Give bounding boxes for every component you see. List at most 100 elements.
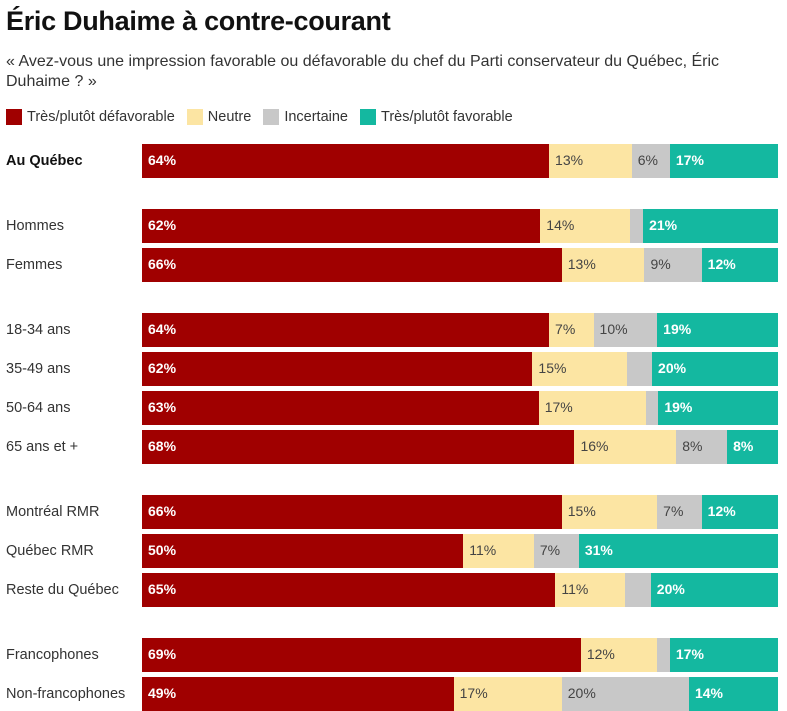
data-label-defavorable-hommes: 62% (148, 217, 177, 233)
bar-segment-incertaine-35-49-ans (626, 352, 653, 386)
data-label-neutre-quebec-rmr: 11% (469, 542, 497, 558)
data-label-defavorable-50-64-ans: 63% (148, 399, 177, 415)
row-label-hommes: Hommes (6, 218, 65, 234)
data-label-favorable-50-64-ans: 19% (664, 399, 693, 415)
row-label-non-francophones: Non-francophones (6, 686, 126, 702)
data-label-neutre-non-francophones: 17% (459, 685, 488, 701)
bar-segment-favorable-18-34-ans (657, 313, 778, 347)
row-label-65-ans-et: 65 ans et + (6, 439, 79, 455)
bar-segment-incertaine-au-quebec (631, 144, 670, 178)
bar-segment-incertaine-reste-du-quebec (625, 573, 651, 607)
row-label-femmes: Femmes (6, 257, 63, 273)
data-label-favorable-65-ans-et: 8% (733, 438, 754, 454)
bar-segment-neutre-quebec-rmr (463, 534, 534, 568)
bar-segment-favorable-35-49-ans (652, 352, 778, 386)
bar-segment-incertaine-18-34-ans (593, 313, 658, 347)
legend-swatch-favorable (360, 109, 376, 125)
data-label-incertaine-au-quebec: 6% (637, 152, 658, 168)
bar-segment-favorable-quebec-rmr (578, 534, 778, 568)
data-label-favorable-reste-du-quebec: 20% (656, 581, 685, 597)
bar-segment-incertaine-francophones (657, 638, 670, 672)
chart-subtitle: « Avez-vous une impression favorable ou … (6, 53, 720, 90)
row-label-montreal-rmr: Montréal RMR (6, 504, 100, 520)
data-label-neutre-50-64-ans: 17% (544, 399, 573, 415)
data-label-favorable-non-francophones: 14% (694, 685, 723, 701)
bar-segment-incertaine-non-francophones (561, 677, 689, 711)
legend-item-incertaine: Incertaine (263, 109, 348, 125)
bar-segment-defavorable-montreal-rmr (142, 495, 562, 529)
data-label-defavorable-femmes: 66% (148, 256, 177, 272)
bar-segment-neutre-65-ans-et (574, 430, 677, 464)
legend: Très/plutôt défavorable Neutre Incertain… (6, 109, 525, 125)
row-label-reste-du-quebec: Reste du Québec (6, 582, 119, 598)
bar-segment-incertaine-montreal-rmr (657, 495, 702, 529)
data-label-neutre-hommes: 14% (546, 217, 575, 233)
data-label-favorable-francophones: 17% (675, 646, 704, 662)
chart-title: Éric Duhaime à contre-courant (6, 6, 391, 36)
data-label-favorable-hommes: 21% (649, 217, 678, 233)
legend-label-defavorable: Très/plutôt défavorable (27, 109, 175, 125)
data-label-incertaine-non-francophones: 20% (567, 685, 596, 701)
data-label-defavorable-65-ans-et: 68% (148, 438, 177, 454)
row-label-au-quebec: Au Québec (6, 153, 83, 169)
bar-segment-defavorable-18-34-ans (142, 313, 550, 347)
bar-segment-neutre-francophones (580, 638, 658, 672)
bar-segment-defavorable-reste-du-quebec (142, 573, 556, 607)
legend-item-favorable: Très/plutôt favorable (360, 109, 513, 125)
bar-segment-neutre-35-49-ans (532, 352, 627, 386)
bar-segment-defavorable-35-49-ans (142, 352, 533, 386)
data-label-defavorable-35-49-ans: 62% (148, 360, 177, 376)
bar-segment-defavorable-femmes (142, 248, 562, 282)
bar-segment-favorable-montreal-rmr (701, 495, 778, 529)
bar-segment-incertaine-65-ans-et (676, 430, 728, 464)
data-label-defavorable-reste-du-quebec: 65% (148, 581, 177, 597)
row-label-50-64-ans: 50-64 ans (6, 400, 71, 416)
data-label-neutre-au-quebec: 13% (555, 152, 584, 168)
bar-segment-neutre-reste-du-quebec (555, 573, 626, 607)
data-label-favorable-femmes: 12% (707, 256, 736, 272)
bar-segment-neutre-au-quebec (549, 144, 632, 178)
bar-segment-favorable-non-francophones (688, 677, 778, 711)
bar-segment-defavorable-quebec-rmr (142, 534, 464, 568)
bar-segment-defavorable-65-ans-et (142, 430, 575, 464)
bar-segment-neutre-femmes (561, 248, 645, 282)
data-label-incertaine-femmes: 9% (650, 256, 671, 272)
data-label-neutre-francophones: 12% (586, 646, 615, 662)
bar-segment-favorable-reste-du-quebec (650, 573, 778, 607)
bar-segment-favorable-au-quebec (669, 144, 778, 178)
data-label-incertaine-18-34-ans: 10% (599, 321, 628, 337)
data-label-neutre-femmes: 13% (567, 256, 596, 272)
row-label-quebec-rmr: Québec RMR (6, 543, 94, 559)
legend-item-defavorable: Très/plutôt défavorable (6, 109, 175, 125)
legend-item-neutre: Neutre (186, 109, 251, 125)
bar-segment-favorable-femmes (701, 248, 778, 282)
data-label-defavorable-francophones: 69% (148, 646, 177, 662)
legend-swatch-incertaine (263, 109, 280, 125)
data-label-favorable-quebec-rmr: 31% (584, 542, 613, 558)
data-label-defavorable-18-34-ans: 64% (148, 321, 177, 337)
data-label-incertaine-65-ans-et: 8% (682, 438, 703, 454)
bar-segment-defavorable-hommes (142, 209, 541, 243)
row-label-18-34-ans: 18-34 ans (6, 322, 71, 338)
data-label-favorable-montreal-rmr: 12% (707, 503, 736, 519)
bar-segment-defavorable-francophones (142, 638, 581, 672)
data-label-defavorable-montreal-rmr: 66% (148, 503, 177, 519)
data-label-neutre-65-ans-et: 16% (580, 438, 609, 454)
bar-segment-neutre-50-64-ans (538, 391, 646, 425)
data-label-neutre-reste-du-quebec: 11% (561, 581, 589, 597)
data-label-defavorable-au-quebec: 64% (148, 152, 177, 168)
data-label-favorable-au-quebec: 17% (675, 152, 704, 168)
legend-swatch-defavorable (6, 109, 22, 125)
data-label-incertaine-quebec-rmr: 7% (539, 542, 561, 558)
legend-swatch-neutre (186, 109, 203, 125)
row-label-francophones: Francophones (6, 647, 99, 663)
legend-label-incertaine: Incertaine (284, 109, 348, 125)
bar-segment-neutre-hommes (540, 209, 631, 243)
bar-segment-incertaine-femmes (644, 248, 702, 282)
legend-label-favorable: Très/plutôt favorable (381, 109, 513, 125)
data-label-favorable-35-49-ans: 20% (658, 360, 687, 376)
data-label-defavorable-quebec-rmr: 50% (148, 542, 177, 558)
bar-segment-neutre-non-francophones (453, 677, 562, 711)
data-label-neutre-montreal-rmr: 15% (567, 503, 596, 519)
bar-segment-favorable-50-64-ans (658, 391, 778, 425)
